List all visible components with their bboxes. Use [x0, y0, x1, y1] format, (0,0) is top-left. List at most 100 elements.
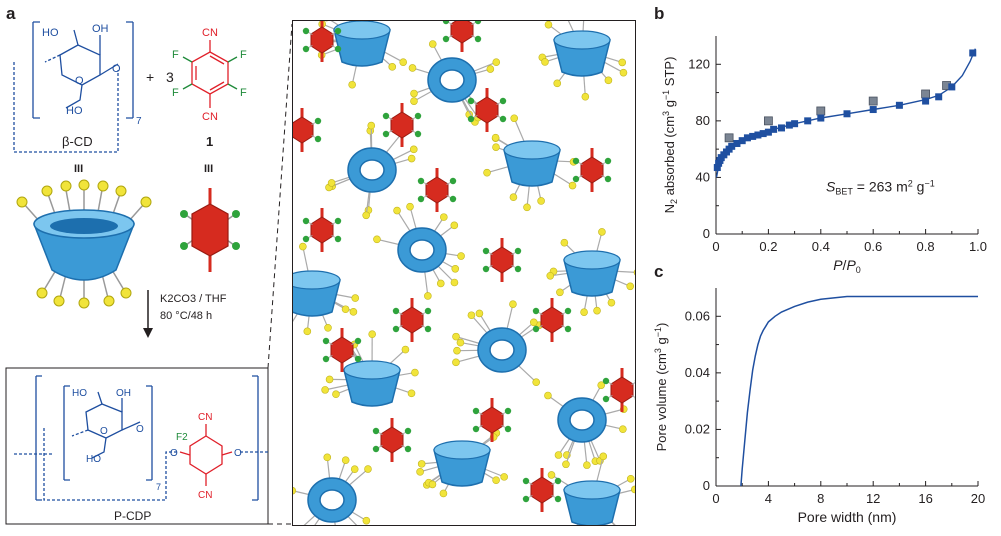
- linker-unit: [417, 168, 457, 212]
- coefficient: 3: [166, 69, 174, 85]
- conditions-line-1: K2CO3 / THF: [160, 293, 227, 305]
- b-adsorption-point: [759, 130, 767, 138]
- linker-unit: [322, 328, 362, 372]
- b-adsorption-point: [804, 117, 812, 125]
- c-y-tick-label: 0.04: [685, 365, 710, 380]
- linker-unit: [532, 298, 572, 342]
- product-box: [5, 367, 269, 525]
- c-x-tick-label: 20: [971, 491, 985, 506]
- linker-unit: [292, 108, 322, 152]
- linker-unit: [382, 103, 422, 147]
- cyclodextrin-unit: [546, 228, 636, 316]
- cn-top: CN: [202, 27, 218, 39]
- linker-unit: [572, 148, 612, 192]
- b-y-tick-label: 40: [696, 169, 710, 184]
- cyclodextrin-unit: [544, 381, 628, 469]
- c-y-tick-label: 0.06: [685, 308, 710, 323]
- b-desorption-point: [868, 96, 878, 106]
- pcdp-ho: HO: [72, 388, 87, 399]
- b-adsorption-point: [935, 93, 943, 101]
- b-adsorption-point: [713, 164, 721, 172]
- c-x-tick-label: 8: [817, 491, 824, 506]
- b-adsorption-point: [922, 97, 930, 105]
- cn-bottom: CN: [202, 111, 218, 123]
- linker-unit: [467, 88, 507, 132]
- cyclodextrin-unit: [547, 452, 636, 526]
- cyclodextrin-unit: [373, 202, 465, 300]
- b-adsorption-point: [895, 101, 903, 109]
- pcdp-o-2: O: [170, 448, 178, 459]
- polymer-model-image: [292, 20, 636, 526]
- b-desorption-point: [724, 133, 734, 143]
- b-adsorption-point: [791, 120, 799, 128]
- linker-cartoon: [180, 188, 240, 272]
- linker-unit: [392, 298, 432, 342]
- cyclodextrin-unit: [416, 429, 508, 498]
- f-label-3: F: [172, 87, 179, 99]
- glyco-o-label: O: [112, 63, 121, 75]
- pcdp-ho-2: HO: [86, 454, 101, 465]
- b-x-tick-label: 1.0: [969, 239, 987, 254]
- b-x-axis-label: P/P0: [833, 257, 861, 275]
- cyclodextrin-unit: [292, 242, 360, 336]
- isotherm-chart: 0 0.2 0.4 0.6 0.8 1.0 0 40 80 120 N2 absorbed (cm3…: [661, 36, 987, 275]
- c-y-axis-label: Pore volume (cm3 g−1): [653, 323, 669, 452]
- betacd-label: β-CD: [62, 134, 93, 149]
- betacd-structure: [13, 21, 134, 153]
- b-x-tick-label: 0.6: [864, 239, 882, 254]
- pcdp-subscript: 7: [156, 482, 161, 492]
- panel-a-letter: a: [6, 4, 16, 23]
- conditions-line-2: 80 °C/48 h: [160, 310, 212, 322]
- b-adsorption-point: [969, 49, 977, 57]
- pcdp-ring-o: O: [100, 426, 108, 437]
- b-adsorption-point: [733, 139, 741, 147]
- b-desorption-point: [816, 106, 826, 116]
- compound-number: 1: [206, 134, 213, 149]
- c-x-tick-label: 4: [765, 491, 772, 506]
- linker-unit: [472, 398, 512, 442]
- b-adsorption-point: [785, 121, 793, 129]
- pcdp-f2: F2: [176, 432, 188, 443]
- b-adsorption-point: [817, 114, 825, 122]
- linker-unit: [372, 418, 412, 462]
- linker-unit: [602, 368, 636, 412]
- subscript-n: 7: [136, 116, 142, 127]
- linker-unit: [482, 238, 522, 282]
- b-adsorption-point: [738, 137, 746, 145]
- equiv-mark-1: III: [74, 163, 83, 175]
- reaction-scheme: HO OH O O HO 7 + 3 CN CN F F F F β-CD 1 …: [5, 21, 293, 525]
- b-y-axis-label: N2 absorbed (cm3 g−1 STP): [661, 57, 679, 214]
- cyclodextrin-unit: [538, 20, 628, 101]
- b-adsorption-point: [778, 124, 785, 132]
- f-label-2: F: [240, 49, 247, 61]
- reaction-arrow: [143, 290, 153, 338]
- b-desorption-point: [921, 89, 931, 99]
- f-label-1: F: [172, 49, 179, 61]
- c-y-tick-label: 0.02: [685, 421, 710, 436]
- pcdp-linker: [179, 424, 233, 486]
- c-x-tick-label: 0: [712, 491, 719, 506]
- b-adsorption-point: [743, 134, 751, 142]
- c-x-axis-label: Pore width (nm): [798, 509, 897, 525]
- product-label: P-CDP: [114, 509, 151, 523]
- b-sbet-annotation: SBET = 263 m2 g−1: [826, 179, 935, 197]
- cyclodextrin-unit: [452, 300, 544, 387]
- b-adsorption-point: [869, 106, 877, 114]
- b-y-tick-label: 80: [696, 113, 710, 128]
- cyclodextrin-unit: [325, 121, 418, 220]
- pcdp-cn-top: CN: [198, 412, 212, 423]
- b-adsorption-point: [843, 110, 851, 118]
- ring-o-label: O: [75, 75, 84, 87]
- b-adsorption-point: [749, 132, 757, 140]
- c-y-tick-label: 0: [703, 478, 710, 493]
- cyclodextrin-unit: [292, 453, 372, 526]
- b-x-tick-label: 0.8: [917, 239, 935, 254]
- compound-1-structure: [182, 40, 238, 108]
- pore-size-chart: 0 4 8 12 16 20 0 0.02 0.04 0.06 Pore volume (cm3 g…: [653, 288, 985, 525]
- plus-sign: +: [146, 69, 154, 85]
- pcdp-o-1: O: [136, 424, 144, 435]
- c-x-tick-label: 12: [866, 491, 880, 506]
- b-adsorption-point: [764, 128, 772, 136]
- linker-unit: [442, 20, 482, 52]
- ho-label-2: HO: [66, 105, 83, 117]
